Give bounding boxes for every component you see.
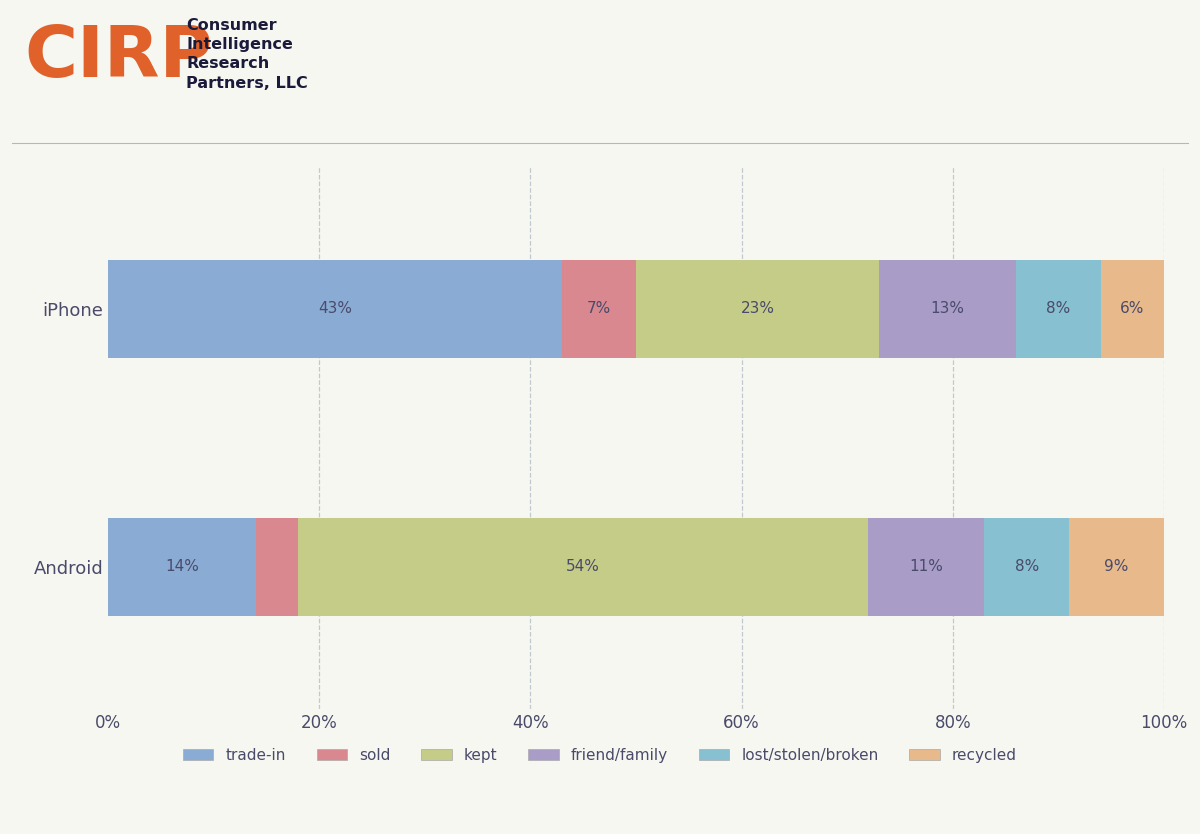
Text: 6%: 6% (1120, 301, 1145, 316)
Bar (1016, 259, 1100, 358)
Text: 13%: 13% (930, 301, 965, 316)
Text: CIRP: CIRP (24, 23, 212, 92)
Bar (562, 259, 636, 358)
Text: 23%: 23% (740, 301, 774, 316)
Text: 14%: 14% (164, 560, 199, 575)
Text: 8%: 8% (1046, 301, 1070, 316)
Text: Consumer
Intelligence
Research
Partners, LLC: Consumer Intelligence Research Partners,… (186, 18, 307, 91)
Bar (984, 518, 1069, 616)
Bar (298, 518, 869, 616)
Bar (1069, 518, 1164, 616)
Bar (869, 518, 984, 616)
Bar (108, 259, 562, 358)
Text: 7%: 7% (587, 301, 611, 316)
Text: 8%: 8% (1014, 560, 1039, 575)
Text: 43%: 43% (318, 301, 352, 316)
Text: 54%: 54% (566, 560, 600, 575)
Text: 9%: 9% (1104, 560, 1129, 575)
Bar (256, 518, 298, 616)
Bar (1100, 259, 1164, 358)
Bar (878, 259, 1016, 358)
Bar (108, 518, 256, 616)
Legend: trade-in, sold, kept, friend/family, lost/stolen/broken, recycled: trade-in, sold, kept, friend/family, los… (176, 742, 1024, 769)
Bar (636, 259, 878, 358)
Text: 11%: 11% (910, 560, 943, 575)
